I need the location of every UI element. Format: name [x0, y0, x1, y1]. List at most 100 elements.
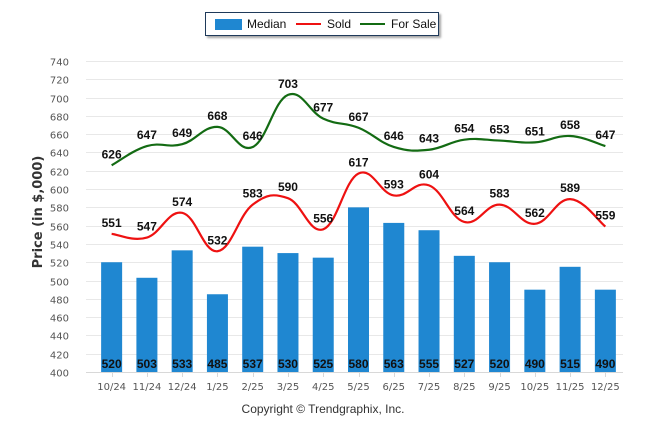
x-tick-label: 4/25 [312, 382, 334, 393]
x-tick-label: 6/25 [383, 382, 405, 393]
for-sale-point-label: 653 [490, 123, 510, 137]
y-tick-label: 700 [50, 95, 69, 106]
y-tick-label: 560 [50, 223, 69, 234]
sold-point-label: 617 [348, 156, 368, 170]
y-tick-label: 740 [50, 58, 69, 69]
sold-point-label: 604 [419, 167, 439, 181]
for-sale-point-label: 626 [102, 147, 122, 161]
median-bar-label: 530 [278, 357, 298, 371]
data-labels: 520 503 533 485 537 530 525 580 563 555 527 520 490 5… [102, 77, 616, 371]
median-bar-label: 485 [207, 357, 227, 371]
x-tick-label: 7/25 [418, 382, 440, 393]
median-bar [594, 289, 616, 372]
y-tick-label: 620 [50, 168, 69, 179]
x-tick-label: 11/24 [132, 382, 161, 393]
x-tick-label: 11/25 [556, 382, 585, 393]
y-tick-label: 640 [50, 149, 69, 160]
sold-line [111, 171, 607, 253]
y-tick-label: 420 [50, 351, 69, 362]
median-bar-label: 520 [490, 357, 510, 371]
y-tick-label: 720 [50, 76, 69, 87]
median-bar [524, 289, 546, 372]
series-lines [111, 92, 607, 253]
sold-point-label: 562 [525, 206, 545, 220]
for-sale-point-label: 647 [595, 128, 615, 142]
for-sale-point-label: 646 [243, 129, 263, 143]
y-tick-label: 580 [50, 204, 69, 215]
y-tick-label: 540 [50, 241, 69, 252]
sold-point-label: 532 [207, 233, 227, 247]
median-bar-label: 490 [595, 357, 615, 371]
median-bar [559, 266, 581, 372]
for-sale-point-label: 668 [207, 109, 227, 123]
median-bar-label: 527 [454, 357, 474, 371]
y-tick-label: 400 [50, 369, 69, 380]
y-tick-label: 460 [50, 314, 69, 325]
legend-item-median[interactable]: Median [215, 17, 286, 31]
sold-swatch [296, 23, 321, 25]
median-bar-label: 537 [243, 357, 263, 371]
sold-point-label: 556 [313, 211, 333, 225]
median-bar [171, 250, 193, 372]
sold-point-label: 583 [490, 187, 510, 201]
x-tick-label: 9/25 [488, 382, 510, 393]
median-bar-label: 580 [348, 357, 368, 371]
y-tick-label: 500 [50, 278, 69, 289]
x-tick-label: 5/25 [347, 382, 369, 393]
y-axis-label: Price (in $,000) [31, 156, 46, 269]
sold-point-label: 551 [102, 216, 122, 230]
median-bar-label: 555 [419, 357, 439, 371]
legend-label: For Sale [391, 17, 437, 31]
legend-item-sold[interactable]: Sold [296, 17, 351, 31]
sold-point-label: 574 [172, 195, 192, 209]
x-tick-label: 10/25 [520, 382, 549, 393]
median-bar [453, 255, 475, 372]
x-tick-label: 3/25 [277, 382, 299, 393]
median-bar-label: 520 [102, 357, 122, 371]
median-swatch [215, 18, 242, 30]
copyright-text: Copyright © Trendgraphix, Inc. [241, 402, 405, 416]
y-tick-label: 660 [50, 131, 69, 142]
sold-point-label: 590 [278, 180, 298, 194]
sold-point-label: 593 [384, 177, 404, 191]
median-bar [489, 262, 511, 372]
median-bar-label: 515 [560, 357, 580, 371]
median-bar-label: 563 [384, 357, 404, 371]
x-tick-label: 1/25 [206, 382, 228, 393]
y-tick-label: 680 [50, 113, 69, 124]
sold-point-label: 589 [560, 181, 580, 195]
for-sale-point-label: 651 [525, 124, 545, 138]
legend: Median Sold For Sale [205, 12, 439, 36]
median-bar [348, 207, 369, 372]
legend-label: Median [247, 17, 287, 31]
median-bar [277, 253, 299, 372]
for-sale-point-label: 677 [313, 101, 333, 115]
for-sale-point-label: 649 [172, 126, 192, 140]
median-bars [101, 207, 616, 372]
median-bar [418, 230, 440, 372]
sold-point-label: 547 [137, 220, 157, 234]
y-tick-label: 600 [50, 186, 69, 197]
y-axis-ticks: 400 420 440 460 480 500 520 540 560 580 600 620 640 6… [50, 58, 69, 380]
median-bar [242, 246, 264, 372]
for-sale-point-label: 667 [348, 110, 368, 124]
median-bar-label: 503 [137, 357, 157, 371]
sold-point-label: 583 [243, 187, 263, 201]
legend-item-for-sale[interactable]: For Sale [360, 17, 436, 31]
y-tick-label: 440 [50, 332, 69, 343]
sold-point-label: 564 [454, 204, 474, 218]
sold-point-label: 559 [595, 209, 615, 223]
x-tick-label: 2/25 [241, 382, 263, 393]
for-sale-swatch [360, 23, 385, 25]
median-bar-label: 525 [313, 357, 333, 371]
median-bar [206, 294, 228, 372]
median-bar [136, 277, 158, 372]
for-sale-point-label: 703 [278, 77, 298, 91]
median-bar-label: 490 [525, 357, 545, 371]
x-tick-label: 10/24 [97, 382, 126, 393]
legend-label: Sold [327, 17, 352, 31]
for-sale-point-label: 646 [384, 129, 404, 143]
median-bar [101, 262, 123, 372]
median-bar-label: 533 [172, 357, 192, 371]
